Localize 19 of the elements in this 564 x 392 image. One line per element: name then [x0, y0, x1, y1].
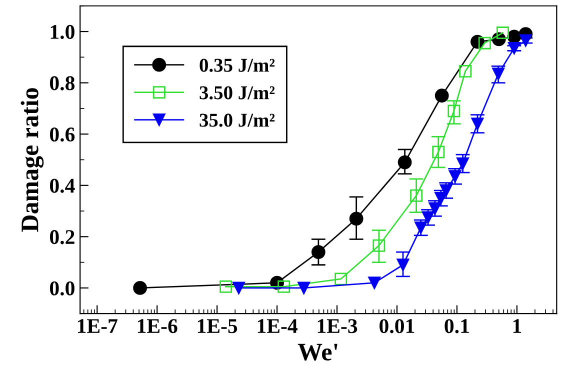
x-tick-label: 1E-4	[258, 319, 298, 333]
y-tick-label: 0.6	[50, 127, 75, 142]
x-tick-label: 0.01	[380, 319, 414, 334]
x-tick-label: 1E-7	[78, 319, 118, 333]
x-tick-label: 0.1	[444, 319, 469, 334]
x-tick-label: 1E-6	[138, 319, 178, 334]
y-tick-label: 1.0	[50, 24, 74, 40]
legend-label: 3.50 J/m²	[200, 86, 275, 100]
x-axis-title: We'	[298, 344, 338, 361]
x-tick-label: 1	[513, 319, 522, 333]
x-tick-label: 1E-5	[198, 319, 238, 334]
legend-label: 35.0 J/m²	[200, 114, 275, 127]
y-tick-label: 0.8	[50, 76, 75, 90]
y-tick-label: 0.2	[50, 230, 74, 244]
y-axis-title: Damage ratio	[20, 88, 44, 232]
x-tick-label: 1E-3	[318, 319, 358, 334]
y-tick-label: 0.4	[50, 178, 75, 193]
y-tick-label: 0.0	[50, 281, 74, 296]
legend-label: 0.35 J/m²	[200, 58, 275, 72]
